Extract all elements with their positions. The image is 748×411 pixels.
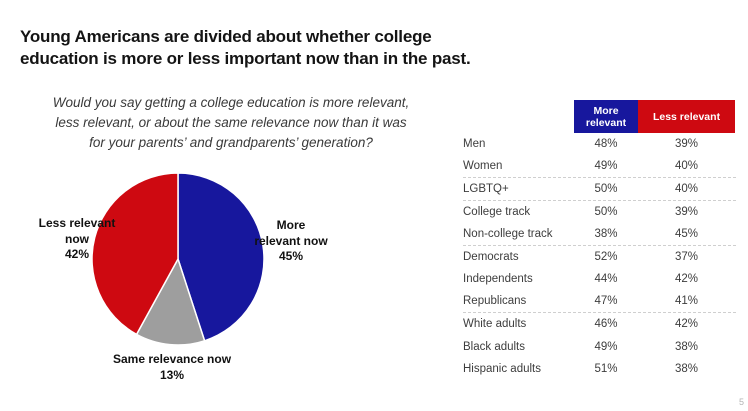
row-label: Independents <box>463 273 533 286</box>
row-label: Democrats <box>463 250 519 263</box>
more-relevant-value: 50% <box>594 182 618 195</box>
table-row: Republicans 47% 41% <box>463 291 736 313</box>
table-row: Democrats 52% 37% <box>463 246 736 269</box>
question-line-1: Would you say getting a college educatio… <box>52 95 410 110</box>
less-relevant-value: 40% <box>674 160 699 173</box>
header-more-relevant: More relevant <box>574 100 638 133</box>
demographic-table: More relevant Less relevant Men 48% 39% Wom… <box>463 100 736 381</box>
header-less-relevant: Less relevant <box>638 100 735 133</box>
less-relevant-value: 38% <box>674 340 699 353</box>
pie-slice-label: Less relevant now <box>38 216 116 246</box>
row-label: Hispanic adults <box>463 363 541 376</box>
pie-slice-red <box>91 172 179 336</box>
question-line-2: less relevant, or about the same relevan… <box>55 115 407 130</box>
row-label: Non-college track <box>463 227 553 240</box>
less-relevant-value: 42% <box>674 318 699 331</box>
row-label: Men <box>463 138 486 151</box>
title-line-2: education is more or less important now … <box>20 48 471 68</box>
pie-chart <box>91 172 265 346</box>
more-relevant-value: 47% <box>594 295 618 308</box>
page-number: 5 <box>738 397 744 407</box>
more-relevant-value: 51% <box>594 363 618 376</box>
row-label: Black adults <box>463 340 526 353</box>
more-relevant-value: 48% <box>594 138 618 151</box>
less-relevant-value: 42% <box>674 273 699 286</box>
less-relevant-value: 39% <box>674 205 699 218</box>
table-row: College track 50% 39% <box>463 201 736 224</box>
table-row: Non-college track 38% 45% <box>463 223 736 246</box>
more-relevant-value: 49% <box>594 340 618 353</box>
less-relevant-value: 41% <box>674 295 699 308</box>
pie-slice-value: 42% <box>64 247 90 261</box>
pie-label-same-relevance: Same relevance now 13% <box>80 351 264 383</box>
less-relevant-value: 45% <box>674 227 699 240</box>
more-relevant-value: 50% <box>594 205 618 218</box>
table-row: LGBTQ+ 50% 40% <box>463 178 736 201</box>
table-row: White adults 46% 42% <box>463 313 736 336</box>
title-line-1: Young Americans are divided about whethe… <box>20 27 432 46</box>
page-title: Young Americans are divided about whethe… <box>20 26 500 69</box>
row-label: LGBTQ+ <box>463 182 509 195</box>
table-row: Black adults 49% 38% <box>463 336 736 359</box>
more-relevant-value: 49% <box>594 160 618 173</box>
pie-slice-value: 45% <box>278 249 304 263</box>
table-row: Independents 44% 42% <box>463 268 736 291</box>
more-relevant-value: 44% <box>594 273 618 286</box>
row-label: College track <box>463 205 531 218</box>
less-relevant-value: 37% <box>674 250 699 263</box>
pie-label-less-relevant: Less relevant now 42% <box>38 216 116 263</box>
more-relevant-value: 46% <box>594 318 618 331</box>
table-row: Men 48% 39% <box>463 133 736 156</box>
pie-slice-label: More relevant now <box>254 218 328 248</box>
table-header: More relevant Less relevant <box>574 100 736 133</box>
pie-slice-label: Same relevance now <box>112 352 232 366</box>
row-label: White adults <box>463 318 527 331</box>
pie-label-more-relevant: More relevant now 45% <box>252 218 330 265</box>
row-label: Women <box>463 160 503 173</box>
table-row: Women 49% 40% <box>463 156 736 178</box>
survey-question: Would you say getting a college educatio… <box>5 93 457 153</box>
question-line-3: for your parents’ and grandparents’ gene… <box>89 135 373 150</box>
pie-slice-gray <box>135 257 206 346</box>
pie-slice-value: 13% <box>159 368 185 382</box>
pie-slice-blue <box>177 172 265 342</box>
table-row: Hispanic adults 51% 38% <box>463 358 736 381</box>
more-relevant-value: 52% <box>594 250 618 263</box>
less-relevant-value: 38% <box>674 363 699 376</box>
more-relevant-value: 38% <box>594 227 618 240</box>
demographic-rows: Men 48% 39% Women 49% 40% LGBTQ+ 50% 40% College … <box>463 133 736 381</box>
row-label: Republicans <box>463 295 527 308</box>
less-relevant-value: 40% <box>674 182 699 195</box>
less-relevant-value: 39% <box>674 138 699 151</box>
